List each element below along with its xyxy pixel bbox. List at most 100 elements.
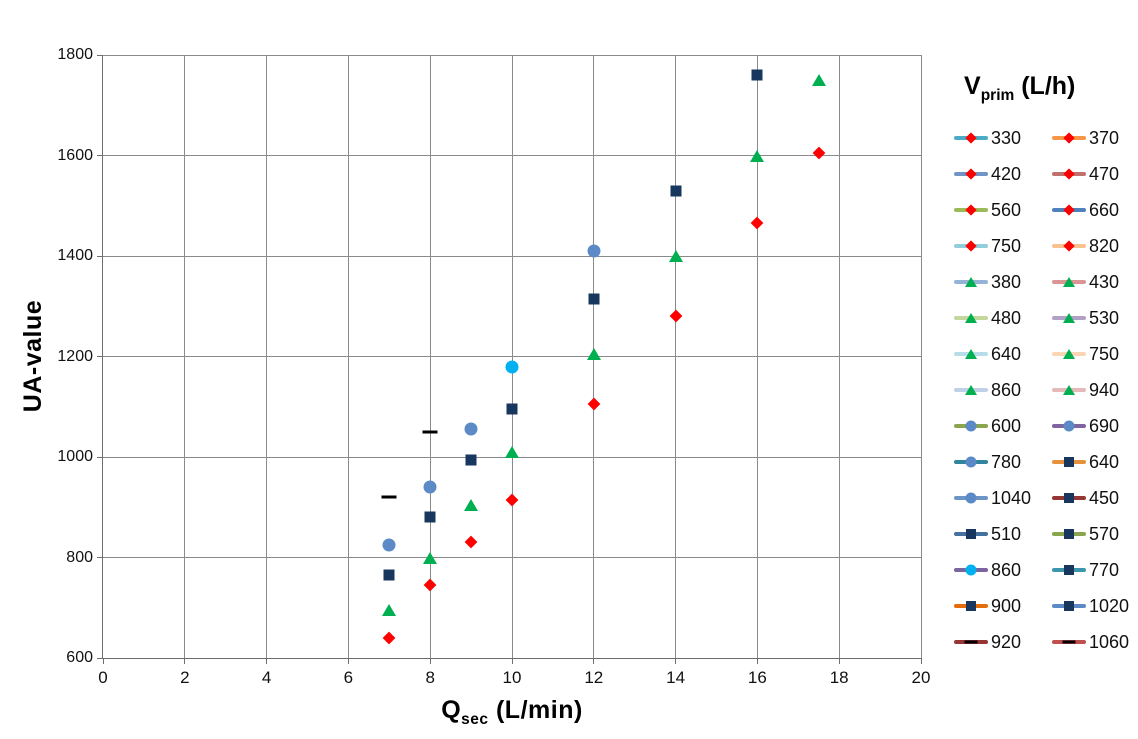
x-tick-mark: [511, 658, 513, 664]
legend-item[interactable]: 860: [954, 372, 1052, 408]
data-point-navy-squares[interactable]: [465, 454, 477, 465]
data-point-red-diamonds[interactable]: [812, 146, 826, 160]
data-point-red-diamonds[interactable]: [751, 216, 764, 230]
legend-series-line: [954, 349, 988, 359]
data-point-red-diamonds[interactable]: [669, 309, 682, 323]
legend-item[interactable]: 470: [1052, 156, 1138, 192]
legend-item[interactable]: 530: [1052, 300, 1138, 336]
legend-item[interactable]: 420: [954, 156, 1052, 192]
x-tick-label: 10: [502, 668, 522, 687]
legend-item[interactable]: 1020: [1052, 588, 1138, 624]
legend-item[interactable]: 450: [1052, 480, 1138, 516]
legend-item[interactable]: 640: [1052, 444, 1138, 480]
data-point-black-dashes[interactable]: [381, 495, 397, 499]
legend-item[interactable]: 900: [954, 588, 1052, 624]
x-tick-label: 16: [747, 668, 767, 687]
legend-item-label: 860: [991, 379, 1022, 400]
data-point-navy-squares[interactable]: [506, 403, 518, 415]
legend-item[interactable]: 860: [954, 552, 1052, 588]
legend-series-line: [954, 456, 988, 468]
legend-item[interactable]: 1040: [954, 480, 1052, 516]
data-point-navy-squares[interactable]: [670, 185, 682, 197]
legend-item[interactable]: 600: [954, 408, 1052, 444]
data-point-navy-squares[interactable]: [383, 569, 395, 581]
legend-series-line: [1052, 132, 1086, 144]
data-point-blue-circles[interactable]: [382, 538, 396, 552]
data-point-red-diamonds[interactable]: [587, 397, 601, 411]
data-point-green-triangles[interactable]: [586, 347, 601, 360]
legend-item[interactable]: 330: [954, 120, 1052, 156]
data-point-navy-squares[interactable]: [424, 511, 436, 523]
legend-item[interactable]: 370: [1052, 120, 1138, 156]
legend-series-line: [954, 132, 988, 144]
data-point-blue-circles[interactable]: [587, 244, 601, 258]
y-tick-mark: [97, 54, 103, 56]
data-point-black-dashes[interactable]: [422, 430, 438, 434]
legend-item[interactable]: 780: [954, 444, 1052, 480]
x-tick-label: 20: [911, 668, 931, 687]
legend-series-line: [1052, 529, 1086, 539]
diamond-marker-icon: [965, 132, 977, 144]
square-marker-icon: [1064, 565, 1074, 575]
data-point-green-triangles[interactable]: [750, 149, 765, 162]
y-tick-label: 1000: [57, 448, 93, 465]
legend-item[interactable]: 770: [1052, 552, 1138, 588]
x-tick-label: 2: [180, 668, 190, 687]
legend-item[interactable]: 430: [1052, 264, 1138, 300]
data-point-navy-squares[interactable]: [751, 69, 763, 81]
legend-item[interactable]: 690: [1052, 408, 1138, 444]
legend-item-label: 510: [991, 523, 1022, 544]
data-point-green-triangles[interactable]: [668, 250, 683, 262]
legend-series-line: [954, 240, 988, 252]
data-point-green-triangles[interactable]: [464, 498, 479, 511]
y-tick-mark: [97, 356, 103, 357]
legend-item-label: 530: [1089, 307, 1120, 328]
legend-item[interactable]: 920: [954, 624, 1052, 660]
legend-item[interactable]: 380: [954, 264, 1052, 300]
legend-series-line: [1052, 385, 1086, 395]
data-point-green-triangles[interactable]: [811, 74, 826, 87]
square-marker-icon: [1064, 493, 1074, 503]
legend-series-line: [954, 640, 988, 644]
data-point-blue-circles[interactable]: [464, 422, 478, 436]
data-point-green-triangles[interactable]: [382, 604, 397, 617]
x-tick-mark: [429, 658, 431, 664]
legend-item[interactable]: 820: [1052, 228, 1138, 264]
legend-item[interactable]: 570: [1052, 516, 1138, 552]
legend-item[interactable]: 510: [954, 516, 1052, 552]
diamond-marker-icon: [1063, 168, 1075, 180]
legend-item[interactable]: 480: [954, 300, 1052, 336]
diamond-marker-icon: [1063, 240, 1075, 252]
x-tick-mark: [675, 658, 677, 664]
legend-item-label: 1060: [1089, 631, 1130, 652]
data-point-blue-circles[interactable]: [423, 480, 437, 494]
legend-item[interactable]: 940: [1052, 372, 1138, 408]
data-point-red-diamonds[interactable]: [464, 536, 478, 549]
legend-item-label: 640: [991, 343, 1022, 364]
y-tick-label: 1600: [57, 146, 93, 164]
x-tick-label: 14: [666, 668, 686, 687]
legend-item-label: 1040: [991, 487, 1032, 508]
legend-series-line: [1052, 204, 1086, 216]
legend-item[interactable]: 560: [954, 192, 1052, 228]
x-tick-mark: [102, 658, 104, 664]
diamond-marker-icon: [965, 240, 977, 252]
data-point-red-diamonds[interactable]: [423, 578, 437, 592]
square-marker-icon: [1064, 601, 1074, 611]
data-point-green-triangles[interactable]: [505, 445, 519, 458]
data-point-green-triangles[interactable]: [423, 551, 438, 564]
legend-series-line: [954, 277, 988, 287]
legend-item[interactable]: 750: [1052, 336, 1138, 372]
y-tick-mark: [97, 255, 103, 257]
data-point-red-diamonds[interactable]: [382, 631, 396, 645]
legend-item[interactable]: 750: [954, 228, 1052, 264]
y-tick-label: 600: [66, 649, 93, 666]
square-marker-icon: [1064, 529, 1074, 539]
gridline-vertical: [675, 55, 677, 658]
data-point-red-diamonds[interactable]: [505, 493, 519, 507]
data-point-navy-squares[interactable]: [588, 293, 600, 305]
data-point-cyan-circle[interactable]: [505, 360, 519, 374]
legend-item[interactable]: 640: [954, 336, 1052, 372]
legend-item[interactable]: 660: [1052, 192, 1138, 228]
legend-item[interactable]: 1060: [1052, 624, 1138, 660]
